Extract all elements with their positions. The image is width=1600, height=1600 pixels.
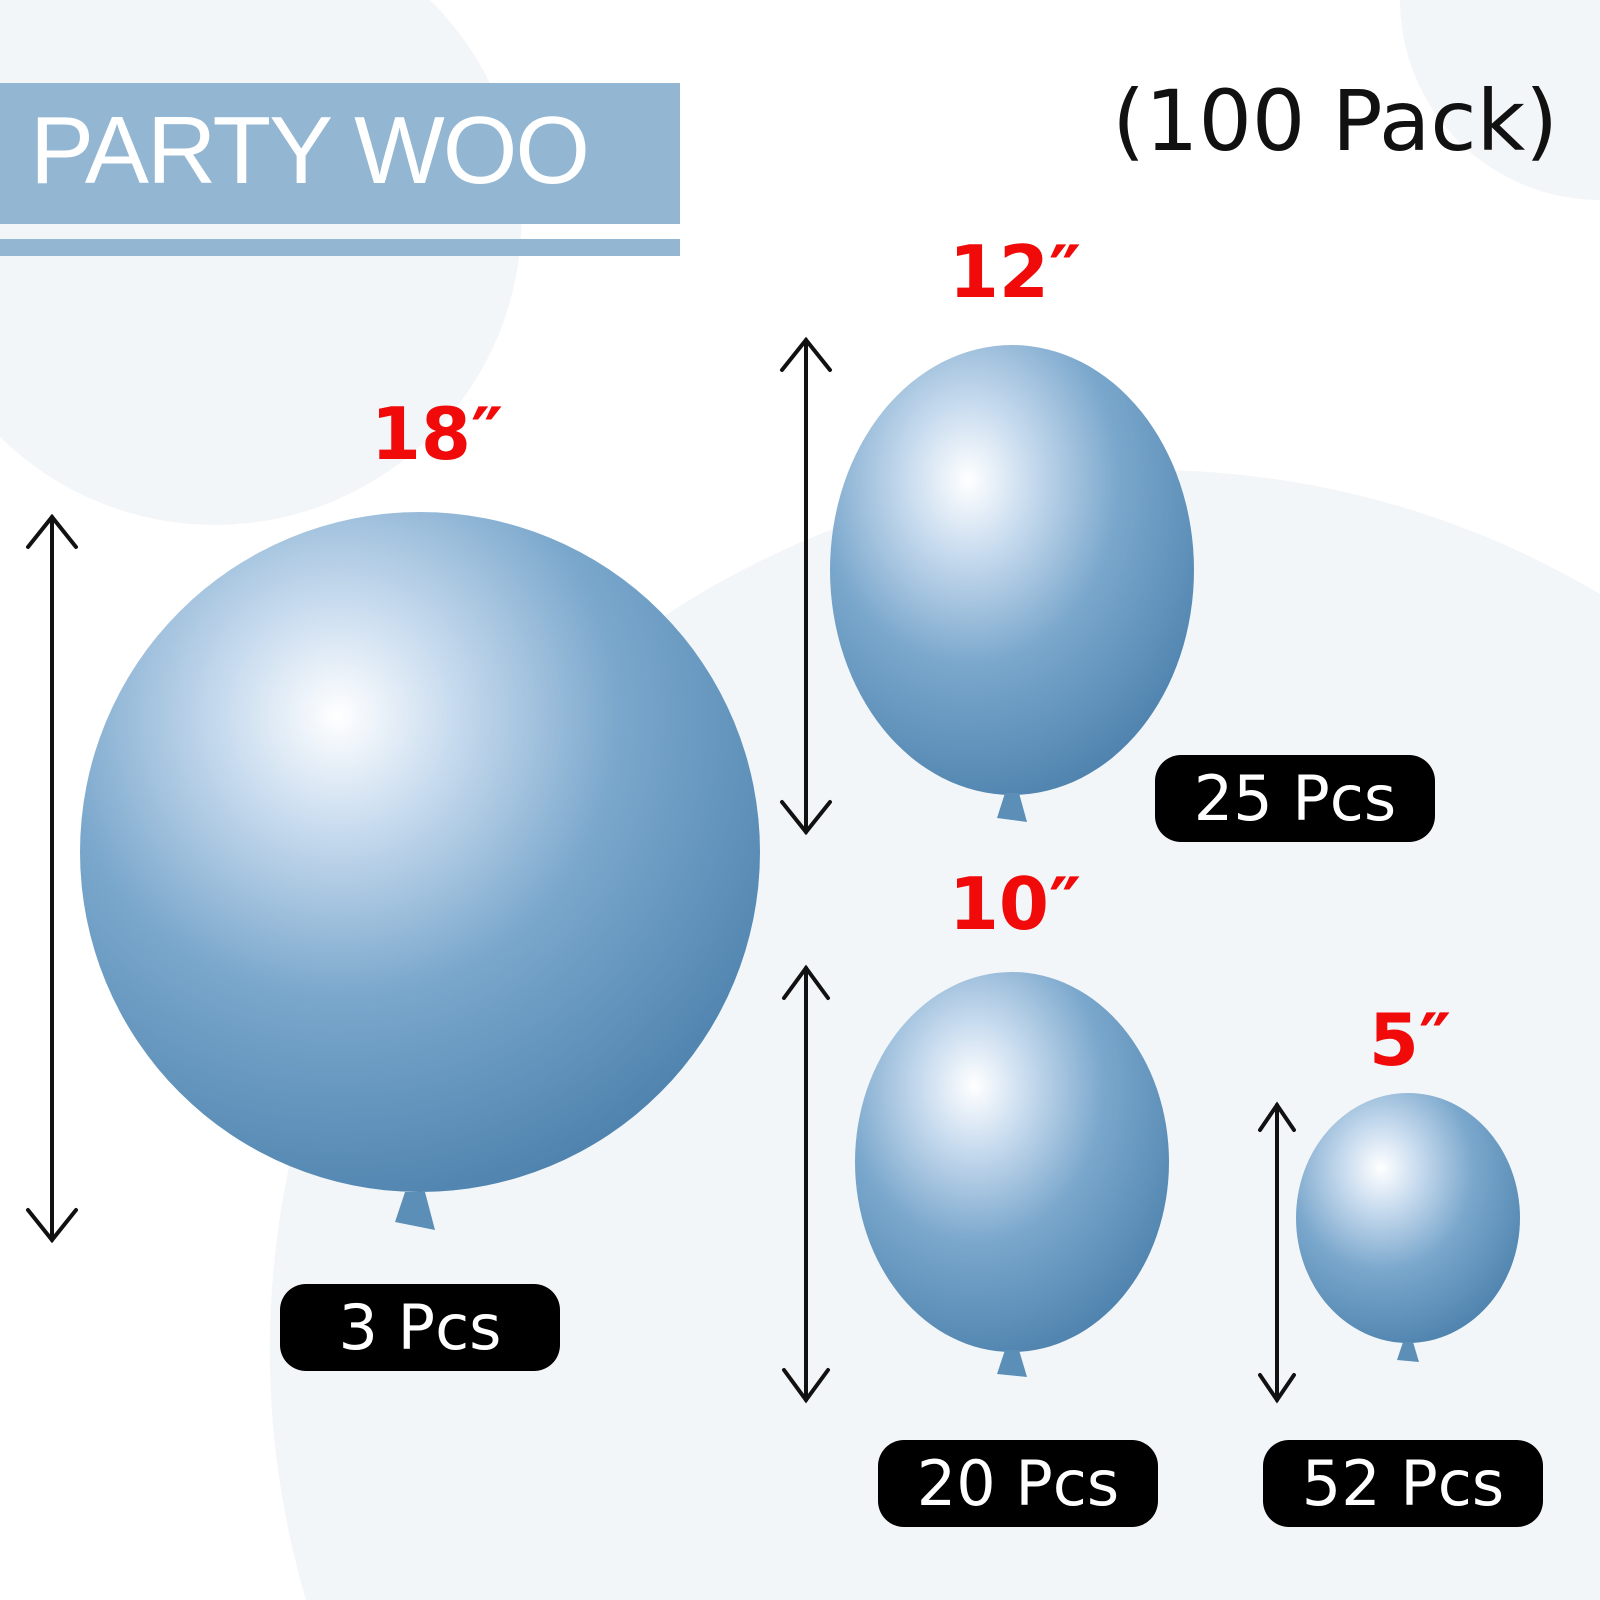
- count-badge-5: 52 Pcs: [1263, 1440, 1543, 1527]
- logo-stripe: [0, 239, 680, 256]
- brand-logo: PARTY WOO: [30, 97, 590, 204]
- logo-banner: [0, 83, 680, 224]
- size-label-12: 12″: [948, 230, 1082, 314]
- height-arrow-12: [780, 336, 832, 836]
- height-arrow-18: [26, 513, 78, 1244]
- size-label-18: 18″: [370, 392, 504, 476]
- balloon-12: [830, 345, 1194, 822]
- bg-circle: [1400, 0, 1600, 200]
- count-badge-10: 20 Pcs: [878, 1440, 1158, 1527]
- count-badge-18: 3 Pcs: [280, 1284, 560, 1371]
- height-arrow-5: [1258, 1101, 1296, 1404]
- height-arrow-10: [782, 964, 830, 1404]
- balloon-18: [80, 512, 760, 1230]
- balloon-5: [1296, 1093, 1520, 1362]
- size-label-10: 10″: [948, 862, 1082, 946]
- count-badge-12: 25 Pcs: [1155, 755, 1435, 842]
- size-label-5: 5″: [1368, 998, 1452, 1082]
- pack-count-label: (100 Pack): [1112, 72, 1558, 170]
- balloon-10: [855, 972, 1169, 1377]
